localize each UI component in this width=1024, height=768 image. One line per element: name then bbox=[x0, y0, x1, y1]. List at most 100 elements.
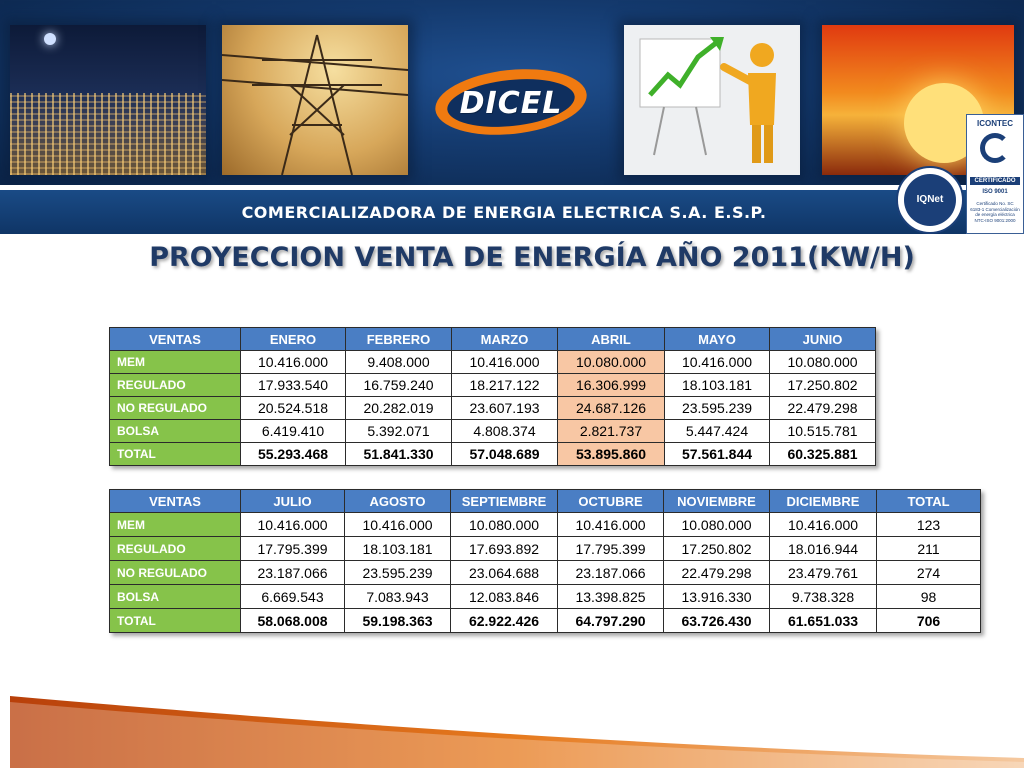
table-cell: 61.651.033 bbox=[769, 608, 877, 633]
row-label: MEM bbox=[109, 512, 241, 537]
row-label: NO REGULADO bbox=[109, 396, 241, 420]
power-tower-photo bbox=[222, 25, 408, 175]
table-cell: 20.282.019 bbox=[345, 396, 452, 420]
table-cell: 18.016.944 bbox=[769, 536, 877, 561]
table-cell: 51.841.330 bbox=[345, 442, 452, 466]
column-header: FEBRERO bbox=[345, 327, 452, 351]
decorative-swoosh bbox=[10, 696, 1024, 768]
highlighted-cell: 16.306.999 bbox=[557, 373, 665, 397]
table-cell: 10.416.000 bbox=[344, 512, 451, 537]
row-label: TOTAL bbox=[109, 608, 241, 633]
row-label: REGULADO bbox=[109, 373, 241, 397]
table-cell: 6.419.410 bbox=[240, 419, 346, 443]
table-cell: 23.187.066 bbox=[240, 560, 345, 585]
table-cell: 63.726.430 bbox=[663, 608, 770, 633]
row-label: NO REGULADO bbox=[109, 560, 241, 585]
total-row: TOTAL 58.068.008 59.198.363 62.922.426 6… bbox=[109, 608, 981, 633]
column-header: DICIEMBRE bbox=[769, 489, 877, 513]
table-cell: 5.447.424 bbox=[664, 419, 770, 443]
table-cell: 17.795.399 bbox=[557, 536, 664, 561]
table-cell: 55.293.468 bbox=[240, 442, 346, 466]
table-cell: 10.080.000 bbox=[663, 512, 770, 537]
table-cell: 7.083.943 bbox=[344, 584, 451, 609]
table-row: NO REGULADO 23.187.066 23.595.239 23.064… bbox=[109, 560, 981, 585]
sales-table-jul-dec: VENTAS JULIO AGOSTO SEPTIEMBRE OCTUBRE N… bbox=[109, 489, 981, 633]
moon-icon bbox=[44, 33, 56, 45]
table-cell: 18.103.181 bbox=[664, 373, 770, 397]
row-label: MEM bbox=[109, 350, 241, 374]
column-header: MARZO bbox=[451, 327, 558, 351]
table-cell: 23.595.239 bbox=[344, 560, 451, 585]
column-header: NOVIEMBRE bbox=[663, 489, 770, 513]
icontec-logo-icon bbox=[980, 133, 1010, 163]
table-cell: 10.416.000 bbox=[240, 350, 346, 374]
table-cell: 5.392.071 bbox=[345, 419, 452, 443]
column-header: OCTUBRE bbox=[557, 489, 664, 513]
table-row: MEM 10.416.000 10.416.000 10.080.000 10.… bbox=[109, 512, 981, 537]
table-cell: 9.738.328 bbox=[769, 584, 877, 609]
table-cell: 59.198.363 bbox=[344, 608, 451, 633]
table-cell: 98 bbox=[876, 584, 981, 609]
column-header: ABRIL bbox=[557, 327, 665, 351]
presentation-chart-photo bbox=[624, 25, 800, 175]
page-title: PROYECCION VENTA DE ENERGÍA AÑO 2011(KW/… bbox=[149, 242, 915, 273]
power-tower-icon bbox=[222, 34, 408, 175]
city-night-photo bbox=[10, 25, 206, 175]
table-cell: 18.103.181 bbox=[344, 536, 451, 561]
table-cell: 10.416.000 bbox=[664, 350, 770, 374]
table-cell: 22.479.298 bbox=[769, 396, 876, 420]
table-cell: 20.524.518 bbox=[240, 396, 346, 420]
table-row: MEM 10.416.000 9.408.000 10.416.000 10.0… bbox=[109, 350, 876, 374]
column-header: JUNIO bbox=[769, 327, 876, 351]
dicel-logo bbox=[435, 69, 587, 135]
table-cell: 123 bbox=[876, 512, 981, 537]
table-cell: 23.064.688 bbox=[450, 560, 558, 585]
table-row: REGULADO 17.795.399 18.103.181 17.693.89… bbox=[109, 536, 981, 561]
table-cell: 22.479.298 bbox=[663, 560, 770, 585]
table-cell: 18.217.122 bbox=[451, 373, 558, 397]
table-cell: 9.408.000 bbox=[345, 350, 452, 374]
total-row: TOTAL 55.293.468 51.841.330 57.048.689 5… bbox=[109, 442, 876, 466]
table-cell: 13.916.330 bbox=[663, 584, 770, 609]
iqnet-certification-badge: IQNet bbox=[896, 166, 964, 234]
table-header-row: VENTAS ENERO FEBRERO MARZO ABRIL MAYO JU… bbox=[109, 327, 876, 351]
column-header: VENTAS bbox=[109, 327, 241, 351]
row-label: BOLSA bbox=[109, 584, 241, 609]
growth-chart-icon bbox=[639, 37, 776, 163]
table-cell: 4.808.374 bbox=[451, 419, 558, 443]
table-row: NO REGULADO 20.524.518 20.282.019 23.607… bbox=[109, 396, 876, 420]
column-header: TOTAL bbox=[876, 489, 981, 513]
highlighted-cell: 24.687.126 bbox=[557, 396, 665, 420]
column-header: JULIO bbox=[240, 489, 345, 513]
column-header: AGOSTO bbox=[344, 489, 451, 513]
table-cell: 10.416.000 bbox=[451, 350, 558, 374]
table-row: REGULADO 17.933.540 16.759.240 18.217.12… bbox=[109, 373, 876, 397]
table-row: BOLSA 6.669.543 7.083.943 12.083.846 13.… bbox=[109, 584, 981, 609]
table-cell: 10.416.000 bbox=[557, 512, 664, 537]
table-cell: 706 bbox=[876, 608, 981, 633]
table-cell: 64.797.290 bbox=[557, 608, 664, 633]
highlighted-cell: 2.821.737 bbox=[557, 419, 665, 443]
table-cell: 10.080.000 bbox=[450, 512, 558, 537]
table-row: BOLSA 6.419.410 5.392.071 4.808.374 2.82… bbox=[109, 419, 876, 443]
table-cell: 12.083.846 bbox=[450, 584, 558, 609]
company-name: COMERCIALIZADORA DE ENERGIA ELECTRICA S.… bbox=[241, 203, 767, 222]
company-bar bbox=[0, 190, 1024, 234]
column-header: ENERO bbox=[240, 327, 346, 351]
table-cell: 17.795.399 bbox=[240, 536, 345, 561]
table-cell: 17.933.540 bbox=[240, 373, 346, 397]
table-cell: 274 bbox=[876, 560, 981, 585]
logo-text: DICEL bbox=[459, 86, 563, 121]
column-header: SEPTIEMBRE bbox=[450, 489, 558, 513]
header-banner bbox=[0, 0, 1024, 185]
table-cell: 62.922.426 bbox=[450, 608, 558, 633]
highlighted-cell: 53.895.860 bbox=[557, 442, 665, 466]
table-cell: 23.607.193 bbox=[451, 396, 558, 420]
table-cell: 10.080.000 bbox=[769, 350, 876, 374]
table-cell: 23.479.761 bbox=[769, 560, 877, 585]
table-cell: 17.250.802 bbox=[663, 536, 770, 561]
table-cell: 58.068.008 bbox=[240, 608, 345, 633]
table-cell: 57.048.689 bbox=[451, 442, 558, 466]
column-header: VENTAS bbox=[109, 489, 241, 513]
table-cell: 60.325.881 bbox=[769, 442, 876, 466]
